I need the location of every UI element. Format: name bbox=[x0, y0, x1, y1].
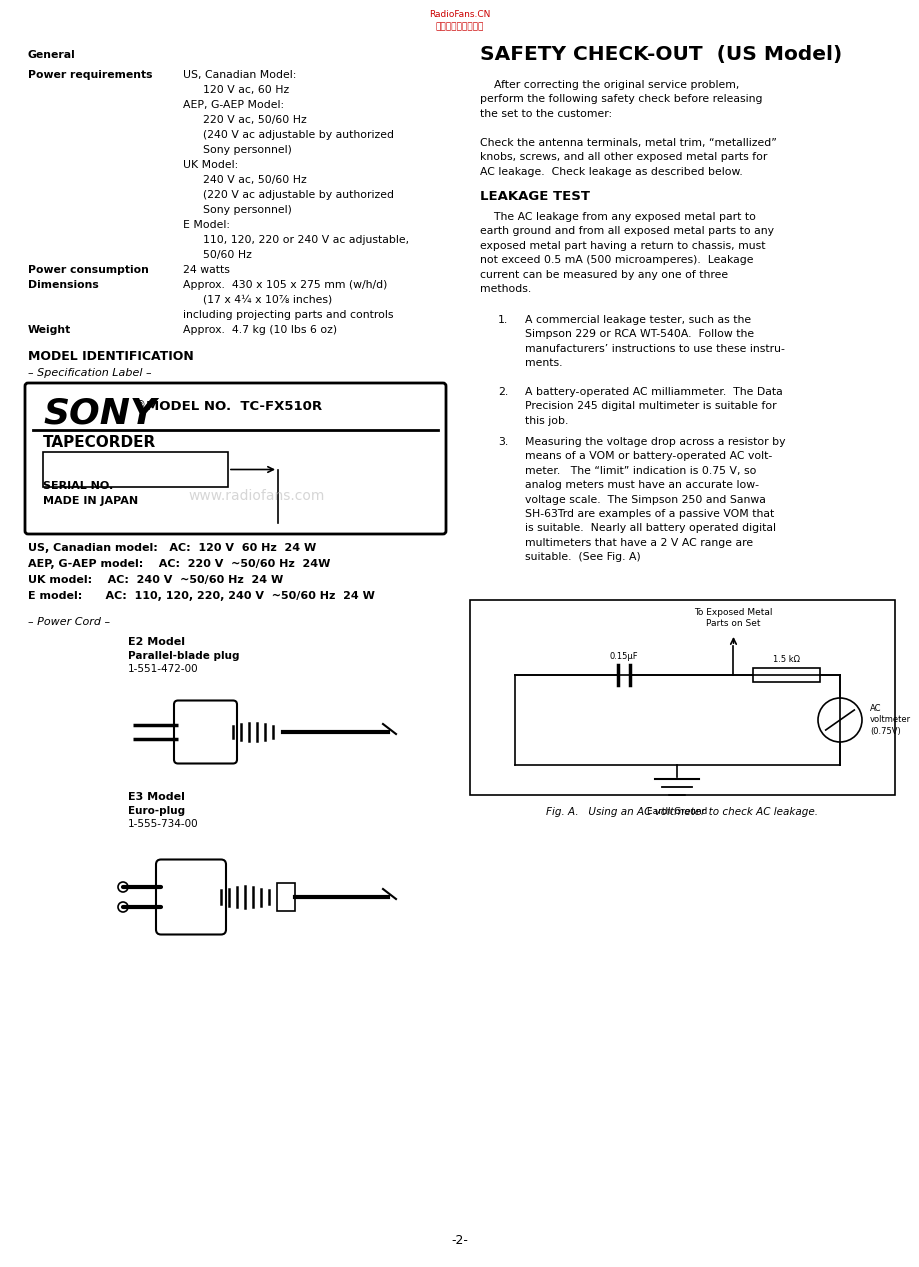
Text: US, Canadian model:   AC:  120 V  60 Hz  24 W: US, Canadian model: AC: 120 V 60 Hz 24 W bbox=[28, 544, 316, 552]
Text: 1-555-734-00: 1-555-734-00 bbox=[128, 818, 199, 829]
Circle shape bbox=[118, 882, 128, 892]
Bar bbox=[753, 668, 819, 682]
Text: (240 V ac adjustable by authorized: (240 V ac adjustable by authorized bbox=[203, 131, 393, 139]
Text: MODEL IDENTIFICATION: MODEL IDENTIFICATION bbox=[28, 350, 194, 364]
Circle shape bbox=[118, 902, 128, 912]
Bar bbox=[470, 601, 894, 794]
Text: E2 Model: E2 Model bbox=[128, 637, 185, 647]
Text: AC
voltmeter
(0.75V): AC voltmeter (0.75V) bbox=[869, 704, 910, 736]
Text: -2-: -2- bbox=[451, 1234, 468, 1247]
Text: The AC leakage from any exposed metal part to
earth ground and from all exposed : The AC leakage from any exposed metal pa… bbox=[480, 212, 773, 294]
Text: Measuring the voltage drop across a resistor by
means of a VOM or battery-operat: Measuring the voltage drop across a resi… bbox=[525, 437, 785, 563]
FancyBboxPatch shape bbox=[156, 859, 226, 935]
Text: SAFETY CHECK-OUT  (US Model): SAFETY CHECK-OUT (US Model) bbox=[480, 46, 841, 65]
Text: A battery-operated AC milliammeter.  The Data
Precision 245 digital multimeter i: A battery-operated AC milliammeter. The … bbox=[525, 386, 782, 426]
Text: Parallel-blade plug: Parallel-blade plug bbox=[128, 651, 239, 661]
Text: www.radiofans.com: www.radiofans.com bbox=[187, 489, 324, 503]
Text: (220 V ac adjustable by authorized: (220 V ac adjustable by authorized bbox=[203, 190, 393, 200]
Text: including projecting parts and controls: including projecting parts and controls bbox=[183, 310, 393, 321]
Text: – Specification Label –: – Specification Label – bbox=[28, 367, 152, 378]
Bar bbox=[43, 452, 228, 487]
Text: 0.15μF: 0.15μF bbox=[609, 653, 638, 661]
Text: 24 watts: 24 watts bbox=[183, 265, 230, 275]
Text: Euro-plug: Euro-plug bbox=[128, 806, 185, 816]
Text: – Power Cord –: – Power Cord – bbox=[28, 617, 110, 627]
Text: After correcting the original service problem,
perform the following safety chec: After correcting the original service pr… bbox=[480, 80, 762, 119]
Text: 50/60 Hz: 50/60 Hz bbox=[203, 250, 252, 260]
Text: MADE IN JAPAN: MADE IN JAPAN bbox=[43, 495, 138, 506]
Text: 1.: 1. bbox=[497, 315, 507, 326]
Text: AEP, G-AEP Model:: AEP, G-AEP Model: bbox=[183, 100, 284, 110]
Text: Sony personnel): Sony personnel) bbox=[203, 144, 291, 155]
Text: Weight: Weight bbox=[28, 326, 71, 334]
Text: Dimensions: Dimensions bbox=[28, 280, 98, 290]
Text: 110, 120, 220 or 240 V ac adjustable,: 110, 120, 220 or 240 V ac adjustable, bbox=[203, 234, 409, 245]
Text: UK Model:: UK Model: bbox=[183, 160, 238, 170]
Text: Check the antenna terminals, metal trim, “metallized”
knobs, screws, and all oth: Check the antenna terminals, metal trim,… bbox=[480, 138, 776, 177]
Text: RadioFans.CN: RadioFans.CN bbox=[429, 10, 490, 19]
Text: SERIAL NO.: SERIAL NO. bbox=[43, 481, 113, 492]
Circle shape bbox=[817, 698, 861, 742]
Text: ®: ® bbox=[136, 400, 145, 411]
Text: TAPECORDER: TAPECORDER bbox=[43, 435, 156, 450]
Text: 收音机爱好者资料库: 收音机爱好者资料库 bbox=[436, 22, 483, 30]
Text: 2.: 2. bbox=[497, 386, 507, 397]
Text: LEAKAGE TEST: LEAKAGE TEST bbox=[480, 190, 589, 203]
Text: Power requirements: Power requirements bbox=[28, 70, 153, 80]
Text: AEP, G-AEP model:    AC:  220 V  ~50/60 Hz  24W: AEP, G-AEP model: AC: 220 V ~50/60 Hz 24… bbox=[28, 559, 330, 569]
Text: A commercial leakage tester, such as the
Simpson 229 or RCA WT-540A.  Follow the: A commercial leakage tester, such as the… bbox=[525, 315, 784, 369]
Text: 1-551-472-00: 1-551-472-00 bbox=[128, 664, 199, 674]
Text: 3.: 3. bbox=[497, 437, 507, 447]
Text: 220 V ac, 50/60 Hz: 220 V ac, 50/60 Hz bbox=[203, 115, 306, 125]
FancyBboxPatch shape bbox=[25, 383, 446, 533]
Text: 240 V ac, 50/60 Hz: 240 V ac, 50/60 Hz bbox=[203, 175, 306, 185]
Text: (17 x 4¼ x 10⅞ inches): (17 x 4¼ x 10⅞ inches) bbox=[203, 295, 332, 305]
Text: Approx.  4.7 kg (10 lbs 6 oz): Approx. 4.7 kg (10 lbs 6 oz) bbox=[183, 326, 336, 334]
Text: Fig. A.   Using an AC voltmeter to check AC leakage.: Fig. A. Using an AC voltmeter to check A… bbox=[546, 807, 818, 817]
Text: US, Canadian Model:: US, Canadian Model: bbox=[183, 70, 296, 80]
Text: E model:      AC:  110, 120, 220, 240 V  ~50/60 Hz  24 W: E model: AC: 110, 120, 220, 240 V ~50/60… bbox=[28, 590, 374, 601]
Text: MODEL NO.  TC-FX510R: MODEL NO. TC-FX510R bbox=[146, 400, 322, 413]
Text: E Model:: E Model: bbox=[183, 220, 230, 231]
Bar bbox=[277, 883, 295, 911]
Text: Approx.  430 x 105 x 275 mm (w/h/d): Approx. 430 x 105 x 275 mm (w/h/d) bbox=[183, 280, 387, 290]
Text: Sony personnel): Sony personnel) bbox=[203, 205, 291, 215]
Text: To Exposed Metal
Parts on Set: To Exposed Metal Parts on Set bbox=[694, 608, 772, 628]
Text: 1.5 kΩ: 1.5 kΩ bbox=[772, 655, 800, 664]
Text: Power consumption: Power consumption bbox=[28, 265, 149, 275]
Text: E3 Model: E3 Model bbox=[128, 792, 185, 802]
Text: UK model:    AC:  240 V  ~50/60 Hz  24 W: UK model: AC: 240 V ~50/60 Hz 24 W bbox=[28, 575, 283, 585]
Text: Earth Ground: Earth Ground bbox=[647, 807, 707, 816]
FancyBboxPatch shape bbox=[174, 701, 237, 764]
Text: General: General bbox=[28, 49, 75, 60]
Text: SONY: SONY bbox=[43, 397, 156, 430]
Text: 120 V ac, 60 Hz: 120 V ac, 60 Hz bbox=[203, 85, 289, 95]
